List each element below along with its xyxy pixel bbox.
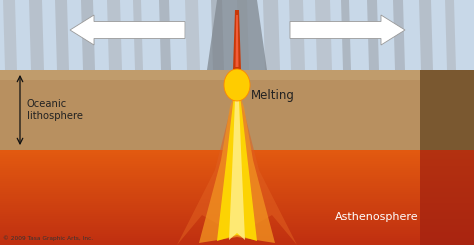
Polygon shape — [0, 135, 474, 137]
Polygon shape — [393, 0, 405, 70]
Polygon shape — [0, 225, 474, 227]
Polygon shape — [0, 185, 474, 188]
Polygon shape — [0, 139, 474, 142]
Polygon shape — [0, 163, 474, 166]
Polygon shape — [0, 196, 474, 199]
Polygon shape — [0, 157, 474, 159]
Polygon shape — [0, 216, 474, 219]
Polygon shape — [237, 0, 249, 70]
Polygon shape — [0, 210, 474, 212]
Polygon shape — [0, 194, 474, 196]
Polygon shape — [341, 0, 351, 70]
Polygon shape — [0, 181, 474, 184]
Polygon shape — [217, 83, 257, 241]
Polygon shape — [0, 137, 474, 139]
Polygon shape — [420, 135, 474, 245]
Text: Melting: Melting — [251, 88, 295, 101]
Polygon shape — [0, 0, 474, 70]
Polygon shape — [0, 161, 474, 164]
FancyArrow shape — [290, 15, 405, 45]
Polygon shape — [0, 146, 474, 148]
Polygon shape — [0, 201, 474, 203]
Polygon shape — [0, 148, 474, 150]
Polygon shape — [81, 0, 95, 70]
Polygon shape — [236, 15, 238, 67]
Polygon shape — [177, 93, 297, 245]
Polygon shape — [55, 0, 69, 70]
Polygon shape — [0, 205, 474, 208]
Polygon shape — [0, 234, 474, 236]
Polygon shape — [233, 10, 241, 70]
Polygon shape — [0, 232, 474, 234]
Polygon shape — [0, 212, 474, 214]
Text: Oceanic
lithosphere: Oceanic lithosphere — [27, 99, 83, 121]
Polygon shape — [0, 172, 474, 175]
Polygon shape — [0, 218, 474, 221]
Polygon shape — [0, 223, 474, 225]
Polygon shape — [207, 0, 267, 70]
Polygon shape — [107, 0, 122, 70]
Polygon shape — [0, 220, 474, 223]
Polygon shape — [211, 0, 224, 70]
Polygon shape — [0, 208, 474, 210]
Polygon shape — [367, 0, 379, 70]
Polygon shape — [133, 0, 143, 70]
Polygon shape — [315, 0, 332, 70]
Polygon shape — [0, 199, 474, 201]
Polygon shape — [263, 0, 280, 70]
Polygon shape — [0, 155, 474, 157]
Polygon shape — [0, 141, 474, 144]
Polygon shape — [3, 0, 17, 70]
Polygon shape — [0, 159, 474, 161]
Polygon shape — [0, 240, 474, 243]
Polygon shape — [224, 69, 250, 101]
Polygon shape — [229, 82, 245, 240]
Polygon shape — [185, 0, 200, 70]
Polygon shape — [0, 214, 474, 216]
Polygon shape — [0, 236, 474, 238]
Polygon shape — [289, 0, 305, 70]
Polygon shape — [199, 87, 275, 243]
Text: Asthenosphere: Asthenosphere — [335, 212, 419, 222]
Polygon shape — [0, 229, 474, 232]
Polygon shape — [0, 152, 474, 155]
Polygon shape — [445, 0, 456, 70]
Polygon shape — [0, 190, 474, 192]
Polygon shape — [0, 144, 474, 146]
Polygon shape — [0, 170, 474, 172]
Polygon shape — [0, 183, 474, 186]
Polygon shape — [29, 0, 44, 70]
Polygon shape — [0, 192, 474, 194]
Polygon shape — [0, 166, 474, 168]
Polygon shape — [0, 203, 474, 205]
Polygon shape — [419, 0, 433, 70]
Text: © 2009 Tasa Graphic Arts, Inc.: © 2009 Tasa Graphic Arts, Inc. — [3, 235, 93, 241]
Polygon shape — [0, 179, 474, 181]
Polygon shape — [0, 243, 474, 245]
Polygon shape — [0, 177, 474, 179]
Polygon shape — [0, 70, 474, 80]
Polygon shape — [0, 188, 474, 190]
Polygon shape — [159, 0, 171, 70]
Polygon shape — [0, 227, 474, 230]
Polygon shape — [420, 70, 474, 150]
Polygon shape — [0, 150, 474, 153]
Polygon shape — [0, 70, 474, 150]
Polygon shape — [0, 238, 474, 241]
Polygon shape — [0, 174, 474, 177]
Polygon shape — [0, 168, 474, 170]
FancyArrow shape — [70, 15, 185, 45]
